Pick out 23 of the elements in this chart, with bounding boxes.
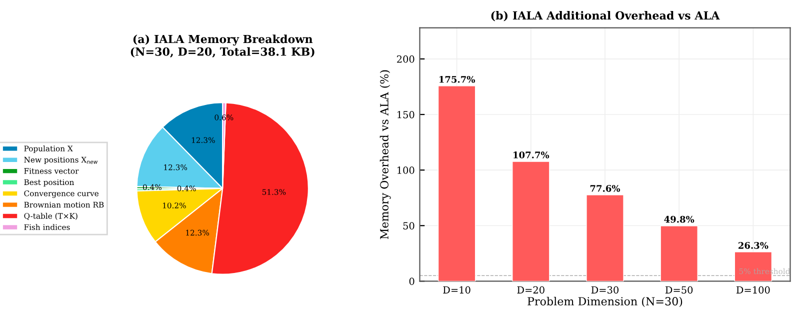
chart-title: (a) IALA Memory Breakdown (N=30, D=20, Total=38.1 KB) bbox=[130, 34, 314, 58]
bar bbox=[586, 194, 624, 282]
data-label: 26.3% bbox=[738, 242, 768, 249]
x-tick-label: D=50 bbox=[665, 286, 693, 294]
data-label: 49.8% bbox=[664, 216, 694, 223]
x-tick-label: D=20 bbox=[517, 286, 544, 294]
bar bbox=[660, 225, 698, 282]
x-tick-label: D=10 bbox=[443, 286, 470, 294]
x-tick-label: D=30 bbox=[591, 286, 619, 294]
y-tick-label: 150 bbox=[398, 110, 414, 118]
y-axis-title: Memory Overhead vs ALA (%) bbox=[380, 70, 391, 240]
chart-title: (b) IALA Additional Overhead vs ALA bbox=[491, 11, 720, 22]
data-label: 175.7% bbox=[439, 76, 476, 83]
y-tick-label: 100 bbox=[398, 166, 414, 174]
y-tick-label: 200 bbox=[397, 55, 414, 63]
data-label: 107.7% bbox=[514, 152, 550, 158]
data-label: 77.6% bbox=[590, 184, 620, 192]
bar bbox=[512, 161, 550, 282]
x-axis-title: Problem Dimension (N=30) bbox=[528, 296, 682, 308]
x-tick-label: D=100 bbox=[736, 286, 770, 294]
y-tick-label: 50 bbox=[403, 222, 414, 230]
y-tick-label: 0 bbox=[409, 278, 414, 286]
bar bbox=[438, 86, 476, 282]
